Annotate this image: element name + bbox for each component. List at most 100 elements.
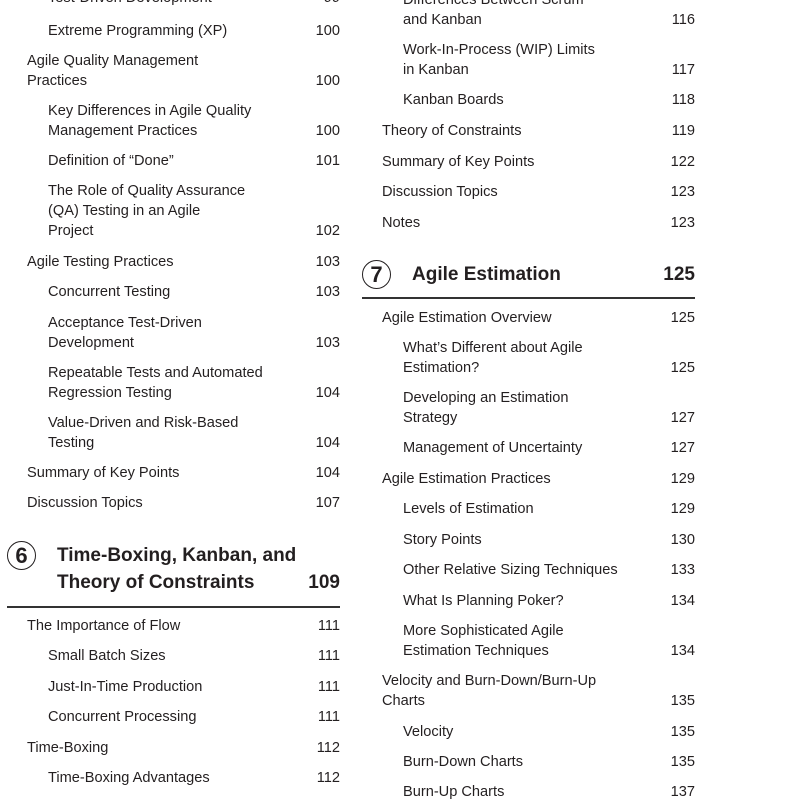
toc-entry[interactable]: Levels of Estimation 129 [403, 499, 695, 519]
entry-page-number: 127 [670, 440, 695, 456]
entry-page-number: 119 [671, 123, 695, 139]
entry-title: Acceptance Test-Driven Development [48, 315, 202, 351]
entry-page-number: 111 [317, 679, 340, 695]
entry-page-number: 100 [315, 73, 340, 89]
toc-entry[interactable]: Value-Driven and Risk-Based Testing 104 [48, 413, 340, 453]
entry-title: Time-Boxing Advantages [48, 770, 210, 786]
entry-page-number: 116 [671, 12, 695, 28]
toc-entry[interactable]: What’s Different about Agile Estimation?… [403, 338, 695, 378]
entry-title: Theory of Constraints [382, 123, 522, 139]
entry-title: Agile Testing Practices [27, 254, 174, 270]
toc-entry[interactable]: The Role of Quality Assurance (QA) Testi… [48, 181, 340, 241]
entry-title: Agile Quality Management Practices [27, 53, 199, 89]
toc-entry[interactable]: Velocity 135 [403, 722, 695, 742]
entry-page-number: 102 [315, 223, 340, 239]
entry-title: Levels of Estimation [403, 501, 534, 517]
entry-title: More Sophisticated Agile Estimation Tech… [403, 623, 564, 659]
toc-entry[interactable]: Extreme Programming (XP) 100 [48, 21, 340, 41]
entry-title: The Role of Quality Assurance (QA) Testi… [48, 183, 246, 239]
chapter-number-badge: 7 [362, 260, 391, 289]
toc-entry[interactable]: Story Points 130 [403, 530, 695, 550]
entry-title: Concurrent Processing [48, 709, 197, 725]
entry-page-number: 118 [671, 92, 695, 108]
entry-page-number: 101 [315, 153, 340, 169]
entry-title: Small Batch Sizes [48, 648, 166, 664]
entry-title: Summary of Key Points [382, 154, 535, 170]
entry-title: Repeatable Tests and Automated Regressio… [48, 365, 263, 401]
entry-title: Management of Uncertainty [403, 440, 583, 456]
entry-page-number: 107 [315, 495, 340, 511]
entry-title: Agile Estimation Practices [382, 471, 551, 487]
entry-page-number: 125 [670, 360, 695, 376]
toc-entry[interactable]: Differences Between Scrum and Kanban 116 [403, 0, 695, 30]
entry-title: Story Points [403, 532, 482, 548]
entry-title: What’s Different about Agile Estimation? [403, 340, 583, 376]
toc-entry[interactable]: Notes 123 [382, 213, 695, 233]
entry-page-number: 123 [670, 184, 695, 200]
toc-entry[interactable]: Agile Testing Practices 103 [27, 252, 340, 272]
toc-entry[interactable]: Small Batch Sizes 111 [48, 646, 340, 666]
toc-entry[interactable]: Developing an Estimation Strategy 127 [403, 388, 695, 428]
entry-page-number: 103 [315, 254, 340, 270]
entry-page-number: 100 [315, 23, 340, 39]
entry-page-number: 135 [670, 754, 695, 770]
entry-title: Extreme Programming (XP) [48, 23, 228, 39]
toc-entry[interactable]: Time-Boxing 112 [27, 738, 340, 758]
entry-page-number: 112 [316, 740, 340, 756]
toc-entry[interactable]: Velocity and Burn-Down/Burn-Up Charts 135 [382, 671, 695, 711]
entry-title: Summary of Key Points [27, 465, 180, 481]
entry-title: Kanban Boards [403, 92, 504, 108]
toc-entry[interactable]: Repeatable Tests and Automated Regressio… [48, 363, 340, 403]
toc-entry[interactable]: Concurrent Testing 103 [48, 282, 340, 302]
toc-entry[interactable]: Work-In-Process (WIP) Limits in Kanban 11… [403, 40, 695, 80]
entry-page-number: 104 [315, 435, 340, 451]
entry-title: Velocity [403, 724, 454, 740]
toc-entry[interactable]: Theory of Constraints 119 [382, 121, 695, 141]
entry-page-number: 129 [670, 471, 695, 487]
entry-page-number: 104 [315, 465, 340, 481]
toc-entry[interactable]: Time-Boxing Advantages 112 [48, 768, 340, 788]
entry-title: The Importance of Flow [27, 618, 181, 634]
entry-page-number: 137 [670, 784, 695, 800]
toc-entry[interactable]: Discussion Topics 123 [382, 182, 695, 202]
toc-entry[interactable]: Management of Uncertainty 127 [403, 438, 695, 458]
entry-title: Burn-Down Charts [403, 754, 524, 770]
toc-entry[interactable]: Discussion Topics 107 [27, 493, 340, 513]
toc-entry[interactable]: Agile Quality Management Practices 100 [27, 51, 340, 91]
toc-entry[interactable]: Burn-Down Charts 135 [403, 752, 695, 772]
toc-entry[interactable]: Agile Estimation Overview 125 [382, 308, 695, 328]
toc-entry[interactable]: Summary of Key Points 104 [27, 463, 340, 483]
chapter-title: Agile Estimation [412, 264, 561, 285]
toc-entry[interactable]: Agile Estimation Practices 129 [382, 469, 695, 489]
entry-page-number: 134 [670, 593, 695, 609]
entry-page-number: 135 [670, 724, 695, 740]
toc-entry[interactable]: Summary of Key Points 122 [382, 152, 695, 172]
entry-page-number: 122 [670, 154, 695, 170]
toc-entry[interactable]: Key Differences in Agile Quality Managem… [48, 101, 340, 141]
entry-title: Discussion Topics [382, 184, 498, 200]
chapter-number-badge: 6 [7, 541, 36, 570]
entry-title: Other Relative Sizing Techniques [403, 562, 618, 578]
toc-entry[interactable]: Concurrent Processing 111 [48, 707, 340, 727]
entry-page-number: 117 [671, 62, 695, 78]
toc-entry[interactable]: What Is Planning Poker? 134 [403, 591, 695, 611]
entry-page-number: 112 [316, 770, 340, 786]
toc-entry[interactable]: Just-In-Time Production 111 [48, 677, 340, 697]
toc-entry[interactable]: Kanban Boards 118 [403, 90, 695, 110]
entry-page-number: 127 [670, 410, 695, 426]
entry-title: Test-Driven Development [48, 0, 340, 8]
entry-title: What Is Planning Poker? [403, 593, 564, 609]
entry-title: Velocity and Burn-Down/Burn-Up Charts [382, 673, 597, 709]
toc-entry[interactable]: Test-Driven Development99 [48, 0, 340, 8]
entry-title: Concurrent Testing [48, 284, 171, 300]
toc-entry[interactable]: Burn-Up Charts 137 [403, 782, 695, 802]
toc-entry[interactable]: More Sophisticated Agile Estimation Tech… [403, 621, 695, 661]
toc-entry[interactable]: Definition of “Done” 101 [48, 151, 340, 171]
entry-title: Notes [382, 215, 421, 231]
entry-page-number: 130 [670, 532, 695, 548]
chapter-divider [7, 606, 340, 608]
toc-entry[interactable]: Other Relative Sizing Techniques 133 [403, 560, 695, 580]
toc-entry[interactable]: The Importance of Flow 111 [27, 616, 340, 636]
toc-entry[interactable]: Acceptance Test-Driven Development 103 [48, 313, 340, 353]
entry-title: Burn-Up Charts [403, 784, 505, 800]
